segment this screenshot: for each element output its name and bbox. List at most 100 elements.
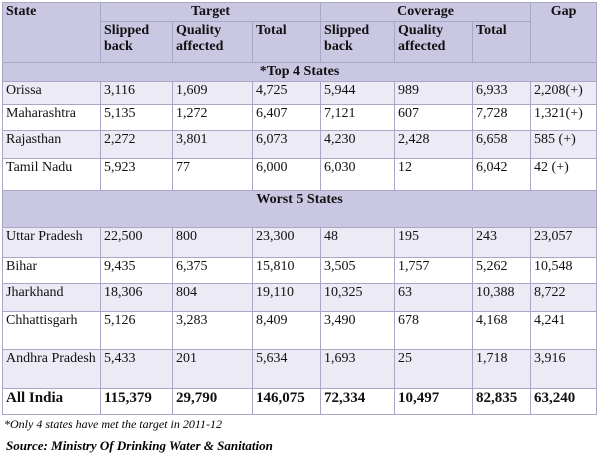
value-cell: 5,126 bbox=[100, 311, 173, 350]
value-cell: 5,262 bbox=[472, 257, 532, 284]
section-row: Worst 5 States bbox=[1, 190, 598, 228]
value-cell: 2,272 bbox=[100, 130, 173, 159]
data-table: State Target Coverage Gap Slipped back Qualit… bbox=[1, 2, 598, 415]
value-cell: 7,121 bbox=[320, 104, 396, 131]
value-cell: 800 bbox=[172, 227, 253, 258]
state-cell: Maharashtra bbox=[2, 104, 101, 131]
value-cell: 15,810 bbox=[251, 257, 322, 284]
value-cell: 585 (+) bbox=[530, 130, 598, 159]
value-cell: 1,757 bbox=[394, 257, 474, 284]
value-cell: 4,168 bbox=[472, 311, 532, 350]
state-cell: Andhra Pradesh bbox=[2, 349, 101, 389]
subheader-cell: Quality affected bbox=[394, 21, 474, 63]
section-title: *Top 4 States bbox=[1, 62, 598, 82]
value-cell: 42 (+) bbox=[530, 158, 598, 191]
value-cell: 6,658 bbox=[472, 130, 532, 159]
value-cell: 3,490 bbox=[320, 311, 396, 350]
state-cell: Uttar Pradesh bbox=[2, 227, 101, 258]
total-label: All India bbox=[2, 388, 101, 415]
value-cell: 6,073 bbox=[251, 130, 322, 159]
value-cell: 10,325 bbox=[320, 283, 396, 312]
value-cell: 4,230 bbox=[320, 130, 396, 159]
header-group: Gap bbox=[530, 2, 598, 63]
value-cell: 8,722 bbox=[530, 283, 598, 312]
table-wrap: State Target Coverage Gap Slipped back Qualit… bbox=[1, 2, 598, 415]
value-cell: 3,916 bbox=[530, 349, 598, 389]
data-row: Rajasthan 2,272 3,801 6,073 4,230 2,428 6,658 5… bbox=[2, 130, 598, 159]
value-cell: 6,375 bbox=[172, 257, 253, 284]
value-cell: 23,057 bbox=[530, 227, 598, 258]
subheader-cell: Quality affected bbox=[172, 21, 253, 63]
value-cell: 48 bbox=[320, 227, 396, 258]
value-cell: 1,272 bbox=[172, 104, 253, 131]
value-cell: 678 bbox=[394, 311, 474, 350]
value-cell: 5,923 bbox=[100, 158, 173, 191]
state-cell: Rajasthan bbox=[2, 130, 101, 159]
value-cell: 989 bbox=[394, 81, 474, 105]
source: Source: Ministry Of Drinking Water & San… bbox=[6, 438, 273, 453]
value-cell: 6,933 bbox=[472, 81, 532, 105]
value-cell: 1,321(+) bbox=[530, 104, 598, 131]
value-cell: 6,042 bbox=[472, 158, 532, 191]
value-cell: 8,409 bbox=[251, 311, 322, 350]
value-cell: 4,725 bbox=[251, 81, 322, 105]
value-cell: 10,548 bbox=[530, 257, 598, 284]
value-cell: 9,435 bbox=[100, 257, 173, 284]
value-cell: 23,300 bbox=[251, 227, 322, 258]
data-row: Bihar 9,435 6,375 15,810 3,505 1,757 5,262 10,5… bbox=[2, 257, 598, 284]
value-cell: 201 bbox=[172, 349, 253, 389]
subheader-cell: Total bbox=[251, 21, 322, 63]
subheader-cell: Slipped back bbox=[320, 21, 396, 63]
value-cell: 2,208(+) bbox=[530, 81, 598, 105]
total-cell: 82,835 bbox=[472, 388, 532, 415]
value-cell: 6,030 bbox=[320, 158, 396, 191]
value-cell: 195 bbox=[394, 227, 474, 258]
state-cell: Orissa bbox=[2, 81, 101, 105]
value-cell: 3,801 bbox=[172, 130, 253, 159]
value-cell: 7,728 bbox=[472, 104, 532, 131]
data-row: Chhattisgarh 5,126 3,283 8,409 3,490 678 4,168… bbox=[2, 311, 598, 350]
state-cell: Bihar bbox=[2, 257, 101, 284]
total-cell: 10,497 bbox=[394, 388, 474, 415]
total-row: All India 115,379 29,790 146,075 72,334 10,49… bbox=[2, 388, 598, 415]
state-cell: Tamil Nadu bbox=[2, 158, 101, 191]
value-cell: 5,433 bbox=[100, 349, 173, 389]
value-cell: 607 bbox=[394, 104, 474, 131]
value-cell: 10,388 bbox=[472, 283, 532, 312]
header-group: Coverage bbox=[320, 2, 532, 22]
value-cell: 77 bbox=[172, 158, 253, 191]
data-row: Tamil Nadu 5,923 77 6,000 6,030 12 6,042 42 (+) bbox=[2, 158, 598, 191]
value-cell: 1,693 bbox=[320, 349, 396, 389]
state-cell: Jharkhand bbox=[2, 283, 101, 312]
value-cell: 12 bbox=[394, 158, 474, 191]
value-cell: 18,306 bbox=[100, 283, 173, 312]
total-cell: 115,379 bbox=[100, 388, 173, 415]
value-cell: 6,407 bbox=[251, 104, 322, 131]
data-row: Maharashtra 5,135 1,272 6,407 7,121 607 7,728 1… bbox=[2, 104, 598, 131]
value-cell: 5,634 bbox=[251, 349, 322, 389]
header-cell: State bbox=[2, 2, 101, 63]
total-cell: 72,334 bbox=[320, 388, 396, 415]
value-cell: 19,110 bbox=[251, 283, 322, 312]
subheader-row: Slipped back Quality affected Total Slipped… bbox=[3, 21, 597, 63]
header-row: State Target Coverage Gap bbox=[2, 2, 598, 63]
footnote: *Only 4 states have met the target in 20… bbox=[4, 417, 222, 431]
value-cell: 2,428 bbox=[394, 130, 474, 159]
value-cell: 3,283 bbox=[172, 311, 253, 350]
value-cell: 1,718 bbox=[472, 349, 532, 389]
value-cell: 63 bbox=[394, 283, 474, 312]
state-cell: Chhattisgarh bbox=[2, 311, 101, 350]
data-row: Uttar Pradesh 22,500 800 23,300 48 195 243 23,0… bbox=[2, 227, 598, 258]
value-cell: 22,500 bbox=[100, 227, 173, 258]
value-cell: 25 bbox=[394, 349, 474, 389]
value-cell: 5,135 bbox=[100, 104, 173, 131]
value-cell: 3,505 bbox=[320, 257, 396, 284]
value-cell: 1,609 bbox=[172, 81, 253, 105]
total-cell: 29,790 bbox=[172, 388, 253, 415]
subheader-cell: Slipped back bbox=[100, 21, 173, 63]
total-cell: 63,240 bbox=[530, 388, 598, 415]
total-cell: 146,075 bbox=[251, 388, 322, 415]
section-row: *Top 4 States bbox=[1, 62, 598, 82]
value-cell: 5,944 bbox=[320, 81, 396, 105]
